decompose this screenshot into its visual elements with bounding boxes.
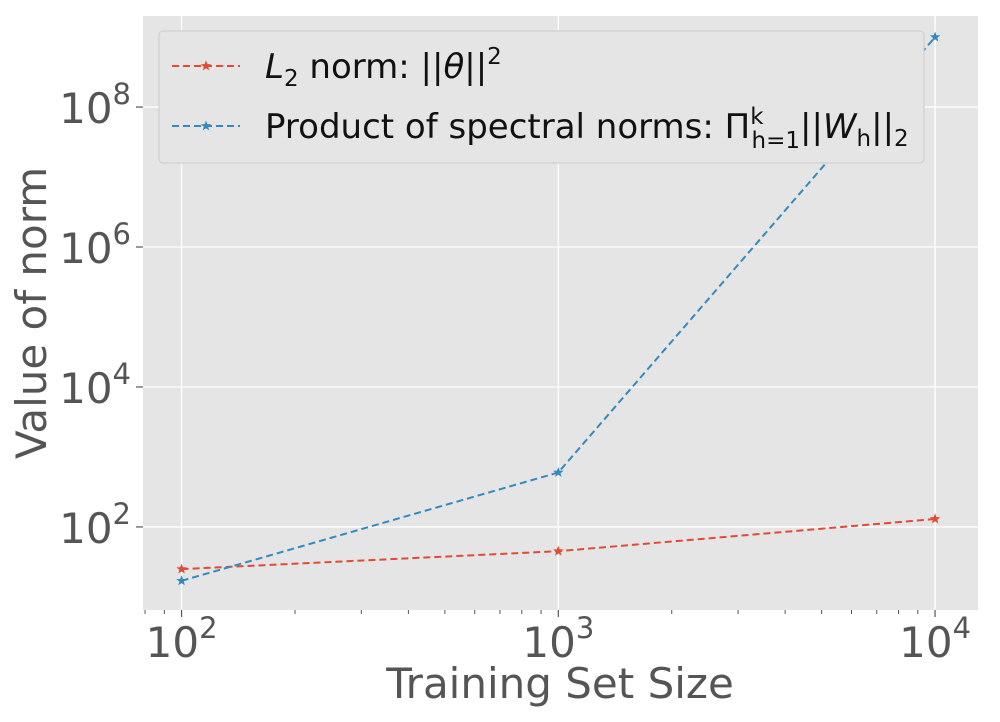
legend-text-part: norm: ||	[299, 47, 444, 87]
y-tick-label: 108	[59, 77, 131, 133]
y-tick-base: 10	[59, 224, 112, 273]
y-tick-label: 106	[59, 217, 131, 273]
x-tick-base: 10	[522, 618, 575, 667]
legend-text-part: W	[823, 107, 858, 147]
x-tick-label: 103	[522, 611, 594, 667]
legend-text-part: ||	[871, 107, 894, 147]
legend-text-superscript: k	[750, 104, 764, 130]
series-2-point	[553, 467, 564, 477]
x-tick-exponent: 2	[199, 611, 217, 645]
y-axis-label: Value of norm	[7, 167, 56, 459]
series-2-point	[929, 31, 941, 42]
legend-text-part: ||	[464, 47, 487, 87]
x-tick-base: 10	[146, 618, 199, 667]
legend-box	[158, 30, 925, 164]
series-1-point	[929, 513, 941, 524]
y-tick-base: 10	[59, 504, 112, 553]
legend-text-superscript: 2	[487, 44, 502, 70]
series-1-point	[176, 563, 187, 574]
legend-text-subscript: 2	[894, 126, 909, 152]
y-tick-base: 10	[59, 364, 112, 413]
y-tick-label: 102	[59, 497, 131, 553]
y-tick-exponent: 4	[113, 357, 131, 391]
legend-text-part: L	[265, 47, 284, 87]
legend-text-subscript: 2	[284, 66, 299, 92]
x-tick-exponent: 4	[953, 611, 971, 645]
series-2-point	[176, 575, 187, 586]
minor-ticks	[136, 106, 936, 617]
x-tick-label: 102	[146, 611, 218, 667]
legend-marker-1	[200, 60, 212, 71]
y-tick-exponent: 6	[113, 217, 131, 251]
legend-text-part: ||	[800, 107, 823, 147]
series-layer	[176, 31, 941, 586]
x-tick-label: 104	[899, 611, 971, 667]
legend-text-part: Product of spectral norms: Π	[265, 107, 750, 147]
y-tick-base: 10	[59, 84, 112, 133]
y-tick-label: 104	[59, 357, 131, 413]
x-tick-labels: 102 103 104	[146, 611, 971, 667]
legend-label-2: Product of spectral norms: Πk h=1||Wh||2	[265, 104, 909, 154]
x-tick-base: 10	[899, 618, 952, 667]
legend-label-1: L2 norm: ||θ||2	[265, 44, 502, 92]
series-1-point	[553, 545, 564, 556]
y-tick-exponent: 8	[113, 77, 131, 111]
x-axis-label: Training Set Size	[385, 659, 734, 708]
legend-text-subscript: h	[857, 126, 872, 152]
x-tick-exponent: 3	[576, 611, 594, 645]
legend-text-subscript: h=1	[752, 128, 800, 154]
y-tick-exponent: 2	[113, 497, 131, 531]
legend-text-part: θ	[443, 47, 464, 87]
legend-marker-2	[200, 120, 212, 131]
